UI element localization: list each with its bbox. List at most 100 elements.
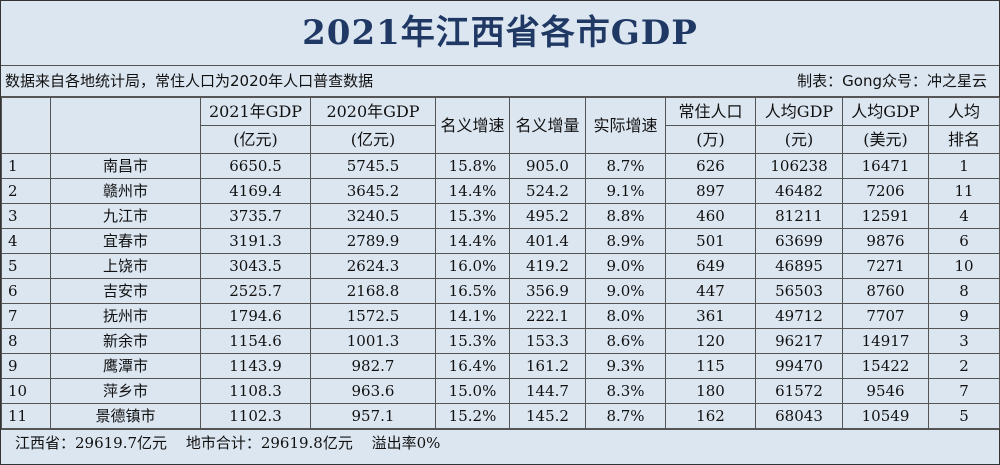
cell-nominal-increase: 524.2: [509, 178, 586, 204]
cell-population: 361: [665, 303, 756, 329]
cell-nominal-growth: 15.3%: [435, 328, 510, 354]
cell-no: 4: [1, 228, 51, 254]
cell-nominal-increase: 222.1: [509, 303, 586, 329]
cell-per-capita-usd: 12591: [842, 203, 929, 229]
cell-gdp2020: 2789.9: [310, 228, 436, 254]
cell-nominal-growth: 16.0%: [435, 253, 510, 279]
cell-nominal-growth: 15.8%: [435, 153, 510, 179]
cell-no: 9: [1, 353, 51, 379]
cell-population: 180: [665, 378, 756, 404]
cell-population: 649: [665, 253, 756, 279]
cell-gdp2021: 4169.4: [200, 178, 311, 204]
cell-population: 115: [665, 353, 756, 379]
cell-rank: 8: [928, 278, 1000, 304]
cell-nominal-increase: 356.9: [509, 278, 586, 304]
cell-city: 南昌市: [50, 153, 201, 179]
cell-nominal-growth: 15.3%: [435, 203, 510, 229]
cell-gdp2021: 3735.7: [200, 203, 311, 229]
header-gdp2021-unit: (亿元): [200, 125, 311, 154]
cell-real-growth: 8.7%: [585, 153, 666, 179]
cell-city: 新余市: [50, 328, 201, 354]
cell-per-capita-usd: 7206: [842, 178, 929, 204]
cell-nominal-growth: 14.4%: [435, 178, 510, 204]
cell-nominal-increase: 153.3: [509, 328, 586, 354]
header-real-growth: 实际增速: [585, 97, 666, 154]
cell-rank: 5: [928, 403, 1000, 429]
source-bar: 数据来自各地统计局，常住人口为2020年人口普查数据 制表：Gong众号：冲之星…: [1, 66, 999, 97]
cell-city: 赣州市: [50, 178, 201, 204]
cell-no: 5: [1, 253, 51, 279]
cell-gdp2020: 963.6: [310, 378, 436, 404]
cell-nominal-increase: 419.2: [509, 253, 586, 279]
cell-gdp2020: 3645.2: [310, 178, 436, 204]
province-total: 江西省：29619.7亿元: [15, 434, 168, 452]
cell-rank: 2: [928, 353, 1000, 379]
cell-per-capita-cny: 56503: [755, 278, 843, 304]
cell-population: 447: [665, 278, 756, 304]
cell-per-capita-cny: 49712: [755, 303, 843, 329]
cell-rank: 1: [928, 153, 1000, 179]
cell-nominal-increase: 495.2: [509, 203, 586, 229]
cell-city: 吉安市: [50, 278, 201, 304]
cell-real-growth: 8.6%: [585, 328, 666, 354]
cell-real-growth: 8.9%: [585, 228, 666, 254]
cell-per-capita-cny: 46482: [755, 178, 843, 204]
cell-per-capita-usd: 7707: [842, 303, 929, 329]
cell-city: 鹰潭市: [50, 353, 201, 379]
table-row: 5 上饶市 3043.5 2624.3 16.0% 419.2 9.0% 649 46895 72…: [1, 253, 1000, 279]
cell-per-capita-usd: 15422: [842, 353, 929, 379]
table-row: 7 抚州市 1794.6 1572.5 14.1% 222.1 8.0% 361 49712 77…: [1, 303, 1000, 329]
header-gdp2021: 2021年GDP: [200, 97, 311, 126]
cell-nominal-increase: 401.4: [509, 228, 586, 254]
cell-per-capita-cny: 46895: [755, 253, 843, 279]
cell-per-capita-usd: 10549: [842, 403, 929, 429]
cell-per-capita-cny: 99470: [755, 353, 843, 379]
gdp-table: 2021年GDP 2020年GDP 名义增速 名义增量 实际增速 常住人口 人均…: [1, 97, 1000, 429]
cell-per-capita-cny: 106238: [755, 153, 843, 179]
cell-gdp2020: 1572.5: [310, 303, 436, 329]
cell-per-capita-usd: 16471: [842, 153, 929, 179]
header-per-capita-usd-unit: (美元): [842, 125, 929, 154]
header-city: [50, 97, 201, 154]
source-note: 数据来自各地统计局，常住人口为2020年人口普查数据: [5, 72, 374, 90]
table-row: 3 九江市 3735.7 3240.5 15.3% 495.2 8.8% 460 81211 12…: [1, 203, 1000, 229]
cell-rank: 7: [928, 378, 1000, 404]
table-row: 10 萍乡市 1108.3 963.6 15.0% 144.7 8.3% 180 61572 95…: [1, 378, 1000, 404]
cell-per-capita-cny: 81211: [755, 203, 843, 229]
cell-gdp2020: 982.7: [310, 353, 436, 379]
cell-no: 7: [1, 303, 51, 329]
cell-gdp2020: 1001.3: [310, 328, 436, 354]
cell-per-capita-cny: 96217: [755, 328, 843, 354]
header-rank: 人均: [928, 97, 1000, 126]
cell-no: 2: [1, 178, 51, 204]
cell-per-capita-cny: 61572: [755, 378, 843, 404]
cell-rank: 9: [928, 303, 1000, 329]
cell-population: 120: [665, 328, 756, 354]
cell-no: 11: [1, 403, 51, 429]
table-row: 2 赣州市 4169.4 3645.2 14.4% 524.2 9.1% 897 46482 72…: [1, 178, 1000, 204]
cell-nominal-growth: 14.4%: [435, 228, 510, 254]
cell-per-capita-cny: 68043: [755, 403, 843, 429]
cell-rank: 4: [928, 203, 1000, 229]
cell-per-capita-usd: 9876: [842, 228, 929, 254]
cell-nominal-increase: 144.7: [509, 378, 586, 404]
header-per-capita-cny: 人均GDP: [755, 97, 843, 126]
cell-real-growth: 8.7%: [585, 403, 666, 429]
table-body: 1 南昌市 6650.5 5745.5 15.8% 905.0 8.7% 626 106238 1…: [1, 153, 1000, 429]
cell-real-growth: 8.3%: [585, 378, 666, 404]
city-sum: 地市合计：29619.8亿元: [185, 434, 353, 452]
cell-nominal-growth: 16.5%: [435, 278, 510, 304]
header-population-unit: (万): [665, 125, 756, 154]
cell-gdp2021: 3043.5: [200, 253, 311, 279]
cell-no: 6: [1, 278, 51, 304]
cell-per-capita-usd: 7271: [842, 253, 929, 279]
header-per-capita-cny-unit: (元): [755, 125, 843, 154]
table-row: 4 宜春市 3191.3 2789.9 14.4% 401.4 8.9% 501 63699 98…: [1, 228, 1000, 254]
cell-real-growth: 9.1%: [585, 178, 666, 204]
cell-real-growth: 8.8%: [585, 203, 666, 229]
header-nominal-increase: 名义增量: [509, 97, 586, 154]
header-nominal-growth: 名义增速: [435, 97, 510, 154]
table-row: 6 吉安市 2525.7 2168.8 16.5% 356.9 9.0% 447 56503 87…: [1, 278, 1000, 304]
cell-nominal-increase: 905.0: [509, 153, 586, 179]
